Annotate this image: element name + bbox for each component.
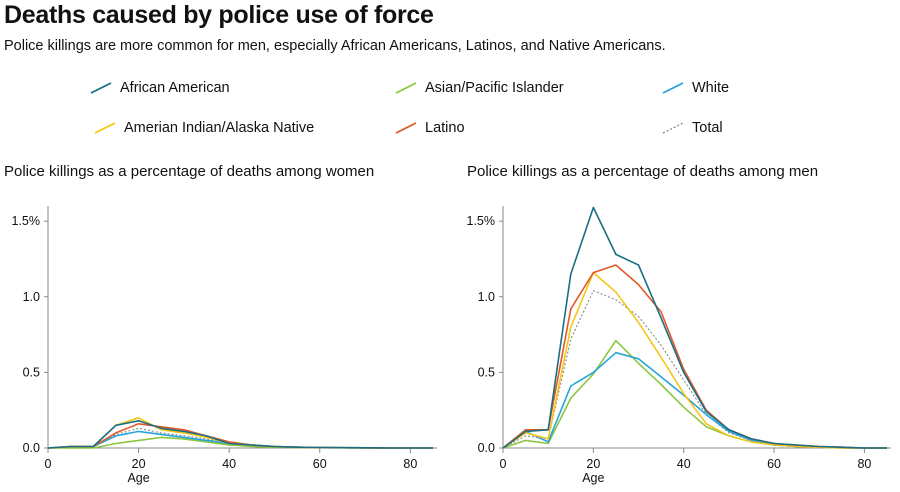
women-x-tick-label: 60	[313, 457, 327, 471]
legend-item-american-indian: Amerian Indian/Alaska Native	[94, 120, 314, 136]
women-y-tick-label: 0.5	[23, 365, 40, 379]
men-y-tick-label: 1.0	[478, 290, 495, 304]
women-x-tick-label: 0	[45, 457, 52, 471]
legend-label: Asian/Pacific Islander	[425, 80, 564, 96]
legend-item-asian-pacific-islander: Asian/Pacific Islander	[395, 80, 564, 96]
women-x-axis-label: Age	[127, 471, 149, 485]
men-panel-title: Police killings as a percentage of death…	[467, 163, 819, 180]
women-x-tick-label: 40	[222, 457, 236, 471]
women-y-tick-label: 1.0	[23, 290, 40, 304]
legend-swatch	[94, 122, 116, 134]
legend-swatch	[395, 82, 417, 94]
legend-item-total: Total	[662, 120, 723, 136]
women-panel-title: Police killings as a percentage of death…	[4, 163, 375, 180]
chart-title: Deaths caused by police use of force	[4, 1, 434, 29]
women-y-tick-label: 1.5%	[12, 214, 41, 228]
men-series-latino	[502, 264, 887, 449]
men-x-tick-label: 20	[586, 457, 600, 471]
legend-label: Amerian Indian/Alaska Native	[124, 120, 315, 136]
men-series-total	[502, 290, 887, 449]
men-chart: 0.0 0.5 1.0 1.5% 0 20 40 60 80 Age	[467, 206, 891, 485]
men-x-tick-label: 40	[677, 457, 691, 471]
legend-swatch	[90, 82, 112, 94]
women-x-tick-label: 80	[403, 457, 417, 471]
men-y-tick-label: 1.5%	[467, 214, 496, 228]
legend-item-white: White	[662, 80, 729, 96]
legend-item-latino: Latino	[395, 120, 465, 136]
women-y-tick-label: 0.0	[23, 441, 40, 455]
legend-swatch	[662, 122, 684, 134]
legend-label: Latino	[425, 120, 465, 136]
legend-swatch	[395, 122, 417, 134]
women-x-tick-label: 20	[132, 457, 146, 471]
chart-subtitle: Police killings are more common for men,…	[4, 38, 666, 54]
women-chart: 0.0 0.5 1.0 1.5% 0 20 40 60 80 Age	[12, 206, 437, 485]
men-x-tick-label: 0	[500, 457, 507, 471]
men-x-tick-label: 60	[767, 457, 781, 471]
legend-label: African American	[120, 80, 230, 96]
legend-label: White	[692, 80, 730, 96]
legend-swatch	[662, 82, 684, 94]
men-series-african-american	[502, 206, 887, 449]
legend-label: Total	[692, 120, 723, 136]
women-series-african-american	[47, 420, 433, 449]
men-y-tick-label: 0.0	[478, 441, 495, 455]
men-y-tick-label: 0.5	[478, 365, 495, 379]
men-series-asian-pacific-islander	[502, 339, 887, 449]
legend-item-african-american: African American	[90, 80, 230, 96]
legend: African American Asian/Pacific Islander …	[0, 72, 900, 144]
men-x-axis-label: Age	[582, 471, 604, 485]
men-x-tick-label: 80	[857, 457, 871, 471]
